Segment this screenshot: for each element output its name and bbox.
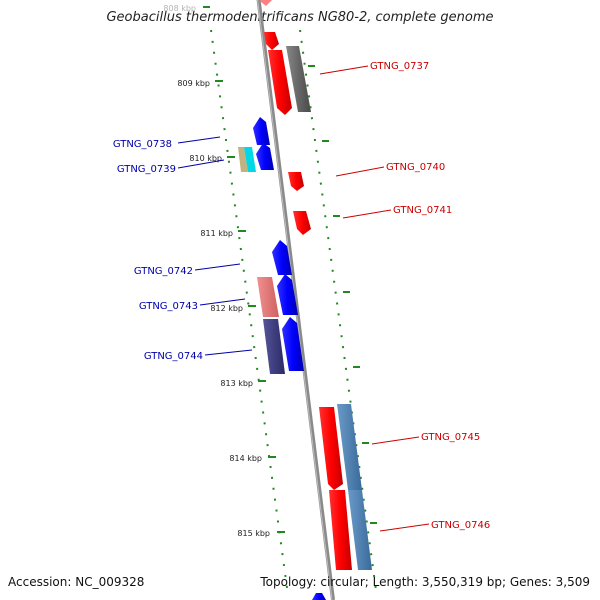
- gene-arrow-top-pink: [260, 0, 272, 6]
- gene-arrow-0744-blue: [282, 317, 304, 371]
- gene-label-0746: GTNG_0746: [431, 520, 490, 531]
- leader-0745: [371, 436, 420, 445]
- scale-label-809: 809 kbp: [177, 79, 210, 88]
- gene-arrow-0738-blue: [253, 117, 270, 145]
- accession-text: Accession: NC_009328: [8, 575, 145, 589]
- gene-label-0740: GTNG_0740: [386, 162, 445, 173]
- gene-arrow-0739-blue: [256, 143, 274, 170]
- leader-0741: [342, 209, 392, 219]
- map-title: Geobacillus thermodenitrificans NG80-2, …: [106, 10, 494, 25]
- gene-arrow-0745-red: [319, 407, 343, 490]
- leader-0738: [177, 136, 221, 144]
- gene-arrow-bottom-blue: [312, 593, 326, 600]
- leader-0737: [319, 65, 369, 75]
- gene-label-0744: GTNG_0744: [144, 351, 203, 362]
- gene-box-0737-grey: [286, 46, 311, 112]
- gene-arrow-0740-red: [288, 172, 304, 191]
- scale-label-810: 810 kbp: [189, 154, 222, 163]
- gene-arrow-top-red: [264, 32, 279, 50]
- gene-label-0741: GTNG_0741: [393, 205, 452, 216]
- gene-box-0739-tan: [238, 147, 248, 172]
- label-leaders: [177, 65, 430, 532]
- gene-features: [238, 0, 372, 600]
- leader-0739: [177, 159, 225, 169]
- gene-label-0745: GTNG_0745: [421, 432, 480, 443]
- gene-box-0745-steel: [337, 404, 362, 490]
- gene-label-0743: GTNG_0743: [139, 301, 198, 312]
- gene-label-0737: GTNG_0737: [370, 61, 429, 72]
- leader-0743: [199, 298, 246, 306]
- scale-label-813: 813 kbp: [220, 379, 253, 388]
- gene-label-0738: GTNG_0738: [113, 139, 172, 150]
- gene-arrow-0742-blue: [272, 240, 292, 275]
- leader-0740: [335, 166, 385, 177]
- gene-box-0739-cyan: [244, 147, 256, 172]
- gene-label-0742: GTNG_0742: [134, 266, 193, 277]
- genome-backbone: [256, 0, 335, 600]
- major-ticks: [203, 6, 377, 533]
- gene-label-0739: GTNG_0739: [117, 164, 176, 175]
- genome-summary-text: Topology: circular; Length: 3,550,319 bp…: [260, 575, 590, 589]
- scale-label-814: 814 kbp: [229, 454, 262, 463]
- scale-label-808: 808 kbp: [163, 4, 196, 13]
- gene-box-0744-navy: [263, 319, 285, 374]
- gene-arrow-0746-red: [329, 490, 352, 570]
- gene-arrow-0743-blue: [277, 274, 298, 315]
- gene-arrow-0737-red: [268, 50, 292, 115]
- scale-label-815: 815 kbp: [237, 529, 270, 538]
- gene-box-0743-pink: [257, 277, 279, 317]
- gene-box-0746-steel: [348, 490, 372, 570]
- leader-0744: [204, 349, 253, 356]
- leader-0746: [379, 523, 430, 532]
- gene-arrow-0741-red: [293, 211, 311, 235]
- leader-0742: [194, 263, 241, 271]
- scale-label-811: 811 kbp: [200, 229, 233, 238]
- scale-label-812: 812 kbp: [210, 304, 243, 313]
